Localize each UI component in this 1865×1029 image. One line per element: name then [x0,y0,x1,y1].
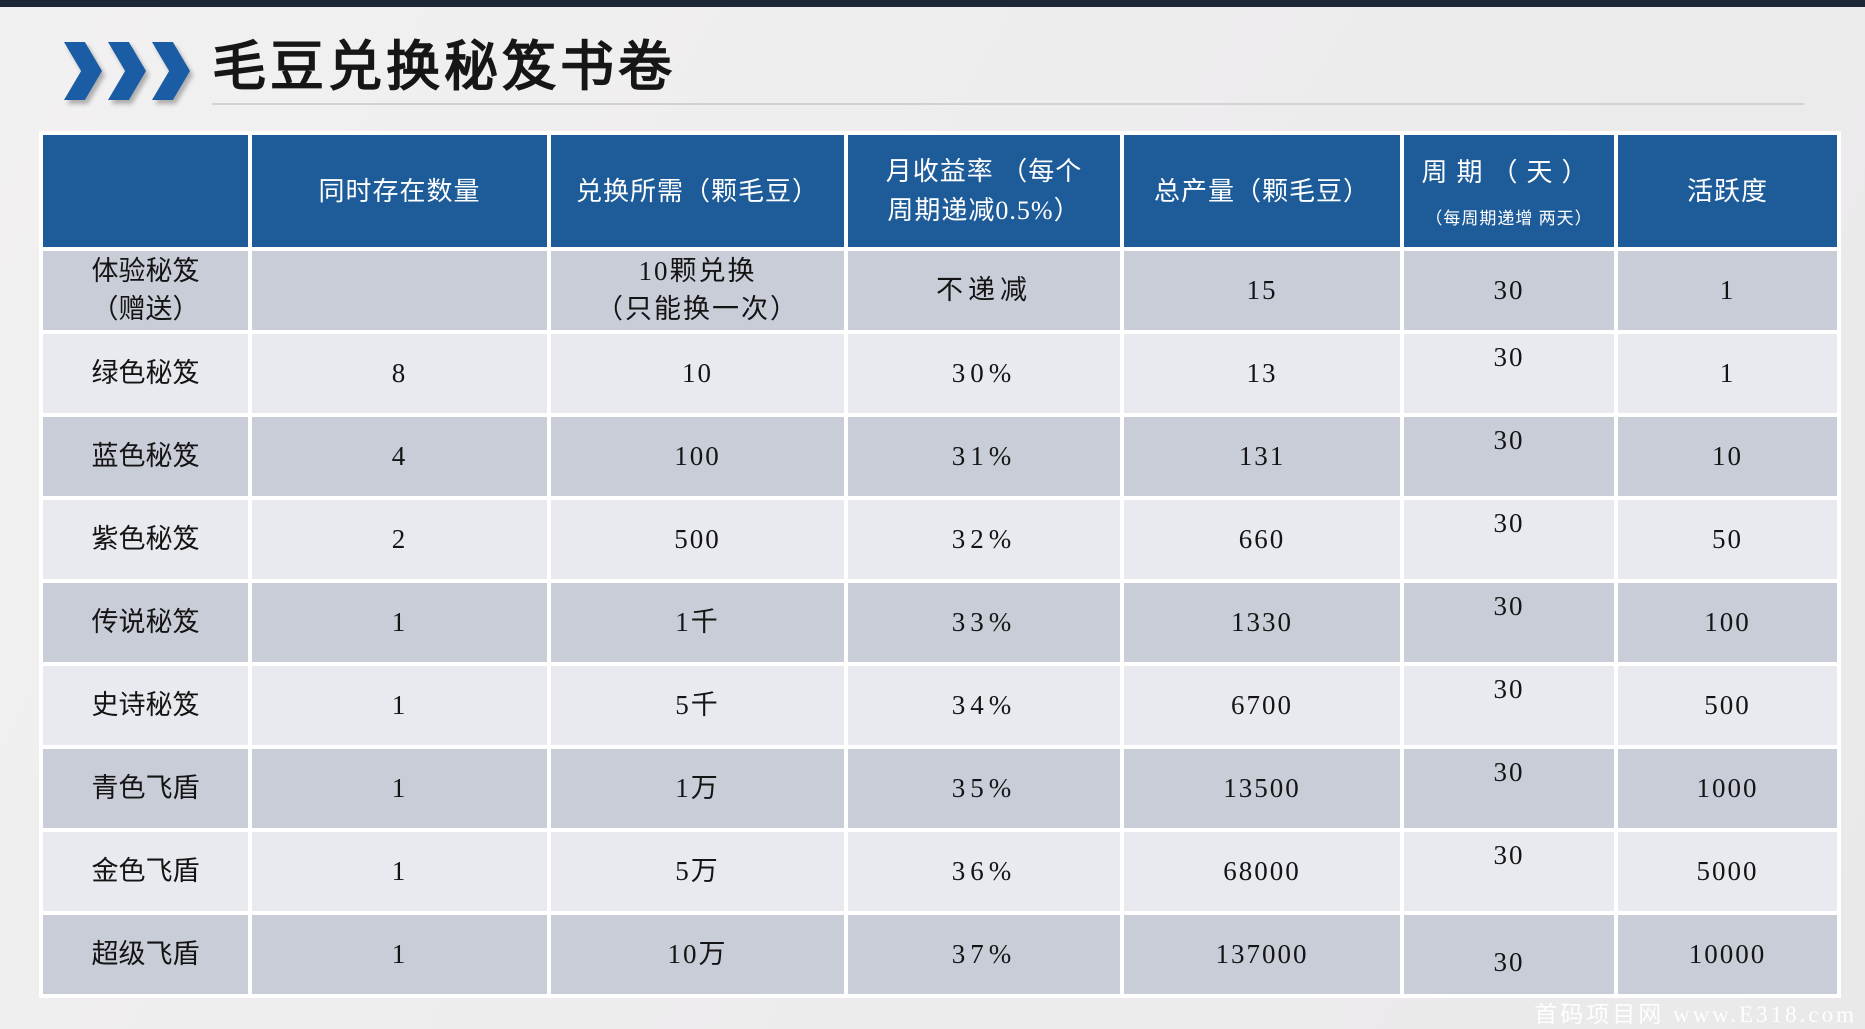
cell-cost: 5千 [551,666,844,745]
table-row-8: 金色飞盾 1 5万 36% 68000 30 5000 [43,832,1837,911]
cell-name: 蓝色秘笈 [43,417,248,496]
cell-output: 15 [1124,251,1400,330]
col-header-label: 同时存在数量 [318,176,481,206]
cell-cycle: 30 [1404,749,1614,828]
cell-rate: 37% [848,915,1120,994]
chevron-arrows-icon [64,42,190,100]
cell-activity: 500 [1618,666,1837,745]
cell-cycle: 30 [1404,915,1614,994]
cell-output: 6700 [1124,666,1400,745]
cell-output: 137000 [1124,915,1400,994]
cell-output: 660 [1124,500,1400,579]
cell-cost: 1千 [551,583,844,662]
cell-name: 超级飞盾 [43,915,248,994]
cell-cycle: 30 [1404,583,1614,662]
col-header-label: 活跃度 [1686,176,1768,206]
cell-rate: 不递减 [848,251,1120,330]
cell-count: 4 [252,417,547,496]
table-row-5: 传说秘笈 1 1千 33% 1330 30 100 [43,583,1837,662]
cell-activity: 1 [1618,251,1837,330]
col-header-label: 周期（天） [1421,158,1597,187]
cell-rate: 32% [848,500,1120,579]
col-header-output: 总产量（颗毛豆） [1124,135,1400,247]
cell-cost: 1万 [551,749,844,828]
chevron-icon [64,42,102,100]
cell-name: 紫色秘笈 [43,500,248,579]
table-row-4: 紫色秘笈 2 500 32% 660 30 50 [43,500,1837,579]
cell-output: 13 [1124,334,1400,413]
cell-activity: 1 [1618,334,1837,413]
cell-rate: 31% [848,417,1120,496]
cell-output: 131 [1124,417,1400,496]
col-header-label: 兑换所需（颗毛豆） [575,176,819,206]
cell-rate: 36% [848,832,1120,911]
title-underline [212,103,1804,105]
table-row-2: 绿色秘笈 8 10 30% 13 30 1 [43,334,1837,413]
cell-count: 2 [252,500,547,579]
chevron-icon [152,42,190,100]
cell-cycle: 30 [1404,500,1614,579]
table-row-9: 超级飞盾 1 10万 37% 137000 30 10000 [43,915,1837,994]
col-header-label: 月收益率 （每个 周期递减0.5%） [885,157,1083,225]
cell-activity: 100 [1618,583,1837,662]
cell-cost: 10万 [551,915,844,994]
col-header-cost: 兑换所需（颗毛豆） [551,135,844,247]
page-title: 毛豆兑换秘笈书卷 [212,37,676,97]
cell-count: 1 [252,832,547,911]
cell-name: 传说秘笈 [43,583,248,662]
cell-rate: 30% [848,334,1120,413]
cell-cost: 100 [551,417,844,496]
cell-name: 史诗秘笈 [43,666,248,745]
cell-activity: 50 [1618,500,1837,579]
cell-name: 青色飞盾 [43,749,248,828]
table-row-3: 蓝色秘笈 4 100 31% 131 30 10 [43,417,1837,496]
cell-rate: 33% [848,583,1120,662]
cell-count: 1 [252,583,547,662]
cell-cost: 5万 [551,832,844,911]
cell-name: 绿色秘笈 [43,334,248,413]
table-row-7: 青色飞盾 1 1万 35% 13500 30 1000 [43,749,1837,828]
col-header-cycle: 周期（天） （每周期递增 两天） [1404,135,1614,247]
col-header-rate: 月收益率 （每个 周期递减0.5%） [848,135,1120,247]
cell-output: 68000 [1124,832,1400,911]
cell-rate: 34% [848,666,1120,745]
cell-name: 体验秘笈 （赠送） [43,251,248,330]
cell-activity: 5000 [1618,832,1837,911]
cell-count [252,251,547,330]
cell-cost: 500 [551,500,844,579]
cell-output: 1330 [1124,583,1400,662]
cell-cycle: 30 [1404,666,1614,745]
cell-count: 8 [252,334,547,413]
col-header-label: 总产量（颗毛豆） [1153,176,1370,206]
cell-cost: 10颗兑换 （只能换一次） [551,251,844,330]
table-row-6: 史诗秘笈 1 5千 34% 6700 30 500 [43,666,1837,745]
chevron-icon [108,42,146,100]
cell-rate: 35% [848,749,1120,828]
table-header-row: 同时存在数量 兑换所需（颗毛豆） 月收益率 （每个 周期递减0.5%） 总产量（颗毛豆… [43,135,1837,247]
cell-cycle: 30 [1404,832,1614,911]
cell-cost: 10 [551,334,844,413]
cell-activity: 10000 [1618,915,1837,994]
cell-cycle: 30 [1404,334,1614,413]
cell-cycle: 30 [1404,251,1614,330]
cell-output: 13500 [1124,749,1400,828]
cell-count: 1 [252,749,547,828]
cell-activity: 10 [1618,417,1837,496]
top-accent-bar [0,0,1865,7]
col-header-name [43,135,248,247]
cell-count: 1 [252,666,547,745]
cell-count: 1 [252,915,547,994]
cell-activity: 1000 [1618,749,1837,828]
exchange-table: 同时存在数量 兑换所需（颗毛豆） 月收益率 （每个 周期递减0.5%） 总产量（颗毛豆… [39,131,1841,998]
col-header-count: 同时存在数量 [252,135,547,247]
cell-cycle: 30 [1404,417,1614,496]
watermark: 首码项目网 www.E318.com [1534,1002,1857,1027]
col-header-activity: 活跃度 [1618,135,1837,247]
cell-name: 金色飞盾 [43,832,248,911]
col-header-sublabel: （每周期递增 两天） [1425,209,1593,228]
table-row-1: 体验秘笈 （赠送） 10颗兑换 （只能换一次） 不递减 15 30 1 [43,251,1837,330]
